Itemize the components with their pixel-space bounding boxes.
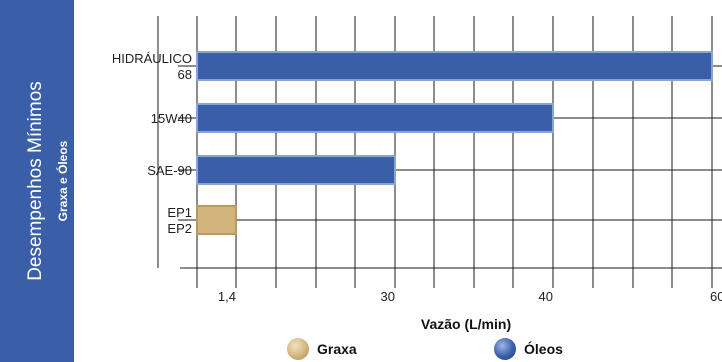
x-tick-label-2: 40 <box>539 289 553 304</box>
bar-leos-1 <box>196 103 554 133</box>
category-label-0-line-0: HIDRÁULICO <box>112 51 192 66</box>
sidebar-panel: Desempenhos Mínimos Graxa e Óleos <box>0 0 74 362</box>
category-label-1: 15W40 <box>151 111 192 126</box>
x-axis-label: Vazão (L/min) <box>420 316 512 332</box>
category-label-2-line-0: SAE-90 <box>147 163 192 178</box>
category-label-3-line-1: EP2 <box>167 221 192 236</box>
category-label-0-line-1: 68 <box>178 67 192 82</box>
category-label-3: EP1 EP2 <box>167 205 192 236</box>
category-label-1-line-0: 15W40 <box>151 111 192 126</box>
category-label-2: SAE-90 <box>147 163 192 178</box>
x-tick-label-1: 30 <box>381 289 395 304</box>
legend-item-graxa: Graxa <box>287 338 357 360</box>
bar-leos-2 <box>196 155 396 185</box>
legend-swatch-oleos <box>494 338 516 360</box>
legend: Graxa Óleos <box>0 338 722 362</box>
legend-item-oleos: Óleos <box>494 338 563 360</box>
category-label-3-line-0: EP1 <box>167 205 192 220</box>
legend-swatch-graxa <box>287 338 309 360</box>
bar-leos-0 <box>196 51 713 81</box>
category-label-0: HIDRÁULICO 68 <box>112 51 192 82</box>
x-tick-label-0: 1,4 <box>218 289 236 304</box>
bar-graxa-3 <box>196 205 237 235</box>
x-tick-label-3: 60 <box>710 289 722 304</box>
legend-label-oleos: Óleos <box>524 341 563 357</box>
legend-label-graxa: Graxa <box>317 341 357 357</box>
